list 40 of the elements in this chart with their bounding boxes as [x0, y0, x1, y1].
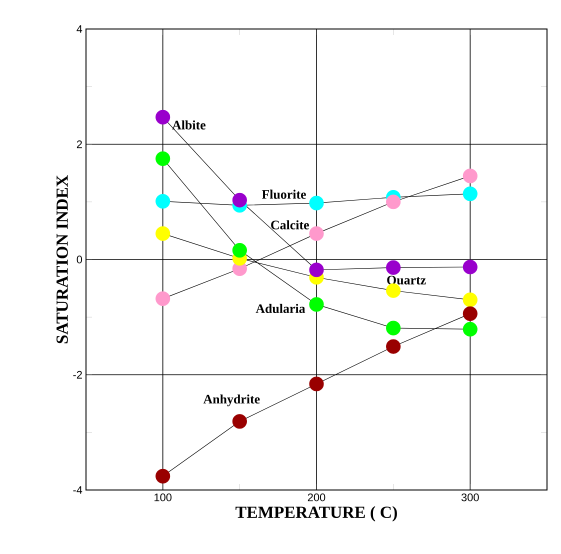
point: [462, 260, 478, 274]
point: [309, 196, 324, 210]
point: [462, 186, 478, 202]
series-label: Albite: [172, 120, 206, 130]
point: [232, 414, 247, 429]
point: [309, 297, 324, 312]
point: [156, 151, 170, 166]
point: [386, 320, 401, 336]
x-tick-label: 200: [308, 494, 326, 502]
point: [386, 283, 401, 298]
point: [462, 292, 478, 308]
point: [386, 339, 401, 354]
y-tick-label: 2: [76, 140, 82, 148]
point: [462, 306, 478, 321]
point: [462, 322, 478, 337]
point: [309, 376, 324, 392]
point: [386, 194, 401, 210]
y-tick-label: -4: [73, 486, 82, 494]
point: [232, 192, 247, 208]
point: [156, 194, 170, 209]
series-label: Anhydrite: [203, 394, 260, 406]
x-tick-label: 300: [461, 494, 479, 502]
point: [309, 262, 324, 278]
y-tick-label: 4: [76, 25, 82, 33]
series-label: Calcite: [271, 220, 309, 230]
point: [309, 226, 324, 241]
y-axis-title: SATURATION INDEX: [56, 175, 68, 344]
x-tick-label: 100: [154, 494, 172, 502]
point: [156, 110, 170, 124]
point: [386, 260, 401, 275]
series-label: Adularia: [256, 304, 306, 314]
series-label: Fluorite: [262, 190, 306, 199]
point: [156, 291, 170, 306]
x-axis-title: TEMPERATURE ( C): [236, 506, 397, 522]
y-tick-label: 0: [76, 256, 82, 264]
point: [462, 168, 478, 184]
point: [156, 226, 170, 241]
point: [156, 468, 170, 484]
point: [232, 242, 247, 258]
y-tick-label: -2: [73, 370, 82, 379]
